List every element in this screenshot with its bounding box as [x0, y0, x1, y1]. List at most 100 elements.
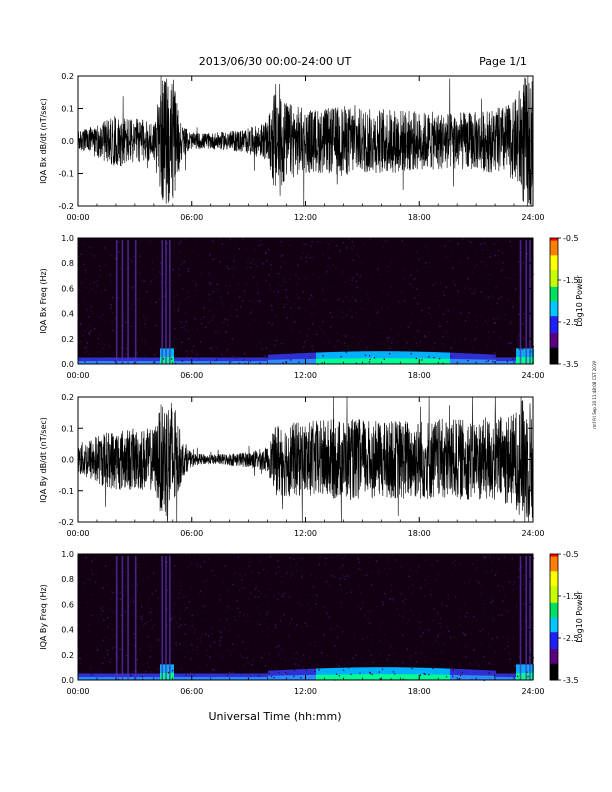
- spectrogram-speckle: [483, 655, 485, 658]
- spectrogram-speckle: [400, 593, 403, 595]
- spectrogram-band: [242, 357, 244, 364]
- spectrogram-band-core: [502, 677, 504, 680]
- spectrogram-speckle: [366, 635, 368, 638]
- spectrogram-band-core: [102, 677, 104, 680]
- spectrogram-speckle: [277, 291, 280, 293]
- spectrogram-band: [486, 670, 488, 680]
- spectrogram-speckle: [280, 240, 282, 243]
- colorbar-segment: [550, 577, 558, 580]
- spectrogram-speckle: [209, 646, 212, 648]
- spectrogram-speckle: [260, 657, 263, 659]
- spectrogram-band: [448, 668, 450, 680]
- spectrogram-speckle: [139, 255, 141, 257]
- spectrogram-speckle: [141, 605, 143, 608]
- colorbar-segment: [550, 338, 558, 342]
- spectrogram-speckle: [124, 611, 126, 613]
- spectrogram-band: [524, 664, 526, 680]
- spectrogram-band: [328, 668, 330, 680]
- spectrogram-speckle: [427, 331, 430, 333]
- bx-xtick-label: 06:00: [180, 213, 203, 222]
- spectrogram-speckle: [440, 651, 442, 654]
- spectrogram-band: [362, 667, 364, 680]
- spectrogram-speckle: [338, 665, 340, 667]
- spectrogram-band: [264, 357, 266, 364]
- spectrogram-speckle: [448, 260, 451, 263]
- spectrogram-speckle: [96, 280, 98, 282]
- spectrogram-speckle: [497, 239, 499, 242]
- colorbar-segment: [550, 284, 558, 287]
- spectrogram-speckle: [518, 621, 520, 624]
- spectrogram-band: [528, 348, 530, 364]
- spectrogram-speckle: [179, 643, 181, 645]
- spectrogram-band-core: [398, 358, 400, 364]
- spectrogram-speckle: [156, 558, 158, 560]
- spectrogram-speckle: [464, 287, 466, 289]
- spectrogram-speckle: [432, 347, 434, 349]
- spectrogram-speckle: [219, 261, 221, 263]
- spectrogram-speckle: [452, 660, 454, 662]
- spectrogram-speckle: [171, 268, 173, 271]
- spectrogram-band-core: [150, 677, 152, 680]
- spectrogram-band: [98, 673, 100, 680]
- spectrogram-speckle: [102, 610, 104, 612]
- spectrogram-speckle: [407, 587, 409, 589]
- spectrogram-band: [474, 669, 476, 680]
- spectrogram-band: [190, 357, 192, 364]
- spectrogram-band: [180, 673, 182, 680]
- spectrogram-band-core: [408, 674, 410, 680]
- spectrogram-band-core: [102, 361, 104, 364]
- spectrogram-speckle: [214, 652, 217, 655]
- spectrogram-speckle: [370, 584, 373, 586]
- colorbar-segment: [550, 242, 558, 245]
- spectrogram-speckle: [467, 257, 469, 260]
- spectrogram-speckle: [124, 571, 126, 573]
- spectrogram-speckle: [327, 264, 329, 267]
- spectrogram-speckle: [421, 309, 423, 312]
- colorbar-segment: [550, 608, 558, 612]
- spectrogram-speckle: [218, 654, 220, 656]
- spectrogram-band: [528, 664, 530, 680]
- spectrogram-speckle: [255, 265, 258, 267]
- spectrogram-speckle: [270, 668, 273, 670]
- spectrogram-band-core: [472, 359, 474, 364]
- spectrogram-speckle: [178, 626, 180, 628]
- spectrogram-band-core: [326, 358, 328, 364]
- spectrogram-speckle: [109, 274, 111, 276]
- spectrogram-speckle: [358, 584, 361, 586]
- spectrogram-speckle: [87, 578, 89, 580]
- spectrogram-speckle: [177, 309, 179, 312]
- spectrogram-speckle: [342, 311, 344, 314]
- spectrogram-speckle: [364, 354, 367, 356]
- spectrogram-speckle: [348, 576, 350, 578]
- spectrogram-speckle: [322, 320, 324, 323]
- spectrogram-speckle: [428, 356, 430, 358]
- spectrogram-speckle: [153, 279, 155, 281]
- spectrogram-speckle: [498, 309, 500, 311]
- spectrogram-band-core: [88, 361, 90, 364]
- spectrogram-speckle: [267, 248, 270, 251]
- spectrogram-speckle: [374, 308, 377, 310]
- spectrogram-speckle: [288, 596, 291, 598]
- spectrogram-speckle: [450, 238, 452, 241]
- spectrogram-speckle: [457, 290, 459, 293]
- spectrogram-speckle: [491, 600, 494, 602]
- spectrogram-speckle: [486, 322, 488, 324]
- spectrogram-band: [192, 357, 194, 364]
- spectrogram-band: [340, 351, 342, 364]
- spectrogram-speckle: [356, 254, 358, 256]
- spectrogram-band: [136, 673, 138, 680]
- spectrogram-speckle: [450, 346, 452, 349]
- spectrogram-band: [484, 354, 486, 364]
- colorbar-label: Log10 Power: [575, 591, 584, 643]
- spectrogram-speckle: [174, 327, 176, 330]
- spectrogram-speckle: [156, 613, 158, 615]
- spectrogram-speckle: [200, 273, 202, 275]
- spectrogram-speckle: [228, 671, 231, 674]
- spectrogram-band-core: [180, 677, 182, 680]
- spectrogram-band-core: [212, 361, 214, 364]
- spectrogram-burst: [115, 556, 118, 680]
- colorbar-segment: [550, 244, 558, 247]
- spectrogram-speckle: [186, 350, 188, 353]
- spectrogram-band-core: [462, 675, 464, 680]
- spectrogram-band-core: [468, 359, 470, 364]
